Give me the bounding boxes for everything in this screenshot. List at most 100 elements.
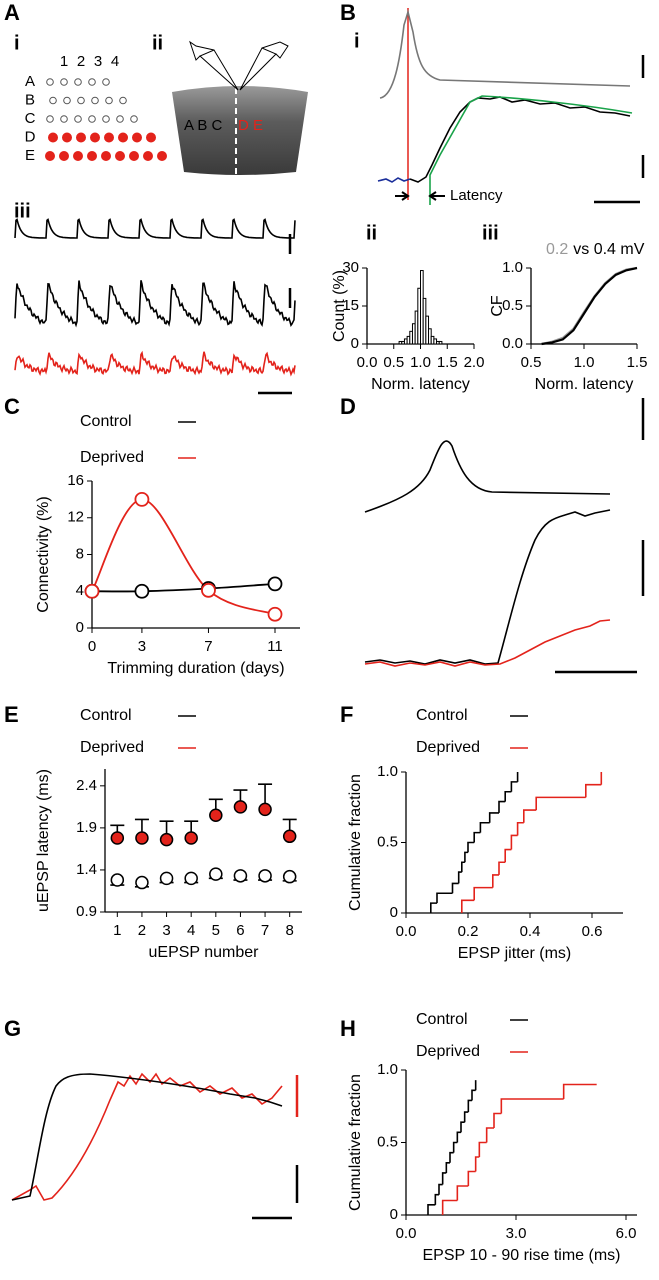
y-tick-label: 1.9 [76,819,97,836]
point [134,583,150,599]
cdf-step [449,1151,454,1163]
y-tick-label: 8 [76,545,84,562]
x-tick-label: 6 [236,922,244,939]
x-axis-label: Norm. latency [535,376,634,393]
cdf-step [510,834,518,850]
cdf-step [510,781,518,792]
panel-letter: B [340,0,356,25]
chart: 0.9 1.4 1.9 2.4 1 2 3 4 5 6 7 8 uEPSP number uEPSP la… [35,707,302,961]
cdf-step [535,796,586,811]
x-axis-label: EPSP jitter (ms) [458,945,572,962]
trace-g [11,1072,299,1220]
trace [14,218,296,239]
trace-bi [377,8,645,205]
col-label: 1 [60,53,68,70]
x-tick-label: 1 [113,922,121,939]
point [267,606,283,622]
legend-label: vs 0.4 mV [573,241,644,258]
cdf-step [456,1185,469,1201]
cdf-step [498,800,506,813]
bar [438,340,443,345]
x-tick-label: 0.0 [357,354,378,371]
cdf-step [474,1156,480,1172]
electrode [116,115,124,123]
x-tick-label: 2 [138,922,146,939]
x-axis-label: Norm. latency [371,376,470,393]
electrode [46,78,54,86]
panel-letter: E [4,702,19,727]
y-tick-label: 0.5 [377,833,398,850]
col-label: 2 [77,53,85,70]
x-tick-label: 0.0 [396,923,417,940]
point [258,802,272,817]
y-axis-label: CF [489,295,506,317]
x-tick-label: 3.0 [506,1225,527,1242]
point [184,831,198,845]
x-tick-label: 0.0 [396,1225,417,1242]
point [209,808,223,823]
row-label: B [25,91,35,108]
legend-label: 0.2 [546,241,568,258]
cdf-step [504,790,512,802]
y-tick-label: 1.0 [377,1061,398,1078]
cdf-step [516,821,524,836]
legend-label: Deprived [416,739,480,756]
point [110,873,125,887]
cdf-step [456,1131,461,1143]
electrode [91,96,99,105]
y-tick-label: 0 [390,904,398,921]
panel-letter: D [340,394,356,419]
slice-image [172,40,308,176]
electrode [49,96,57,105]
electrode [132,132,142,143]
cdf-step [498,861,506,875]
row-label: E [25,147,35,164]
y-axis-label: Cumulative fraction [347,774,364,911]
y-axis-label: uEPSP latency (ms) [35,769,52,912]
cdf-step [461,861,465,873]
panel-sub: i [14,32,20,54]
x-tick-label: 5 [212,922,220,939]
y-tick-label: 0.5 [377,1133,398,1150]
electrode [105,96,113,105]
electrode [62,132,72,143]
electrode [60,78,68,86]
cdf-step [461,899,475,913]
cdf-step [479,821,490,833]
electrode [74,115,82,123]
cdf-step [441,1199,458,1215]
x-tick-label: 0.4 [520,923,541,940]
point [134,491,150,507]
x-tick-label: 0.6 [582,923,603,940]
chart: 0 4 8 12 16 0 3 7 11 Trimming duration (days) Conn… [35,413,300,677]
electrode [88,78,96,86]
trace [14,280,296,328]
electrode [118,132,128,143]
y-tick-label: 1.4 [76,861,97,878]
y-tick-label: 0 [351,335,359,352]
cdf-step [478,1141,487,1157]
cdf-step [445,1162,450,1173]
cdf-step [473,831,481,843]
y-tick-label: 1.0 [377,763,398,780]
point [267,576,283,592]
panel-sub: ii [152,32,163,54]
y-tick-label: 16 [67,472,84,489]
cdf-step [467,1099,472,1113]
electrode [73,151,83,161]
legend-label: Deprived [80,449,144,466]
y-tick-label: 30 [342,259,359,276]
x-axis-label: Trimming duration (days) [107,660,284,677]
panel-sub: ii [366,222,377,244]
panel-letter: A [4,0,20,25]
point [201,582,216,598]
cdf-step [504,848,512,863]
chart: 0.0 0.5 1.0 0.5 1.0 1.5 Norm. latency CF 0.2 vs 0… [489,241,647,393]
cdf-step [438,1183,443,1195]
electrode [59,151,69,161]
cdf-step [500,1098,564,1114]
legend-label: Deprived [80,739,144,756]
cdf-step [434,1193,439,1205]
chart: 0 15 30 0.0 0.5 1.0 1.5 2.0 Norm. latency Count (… [331,259,484,393]
